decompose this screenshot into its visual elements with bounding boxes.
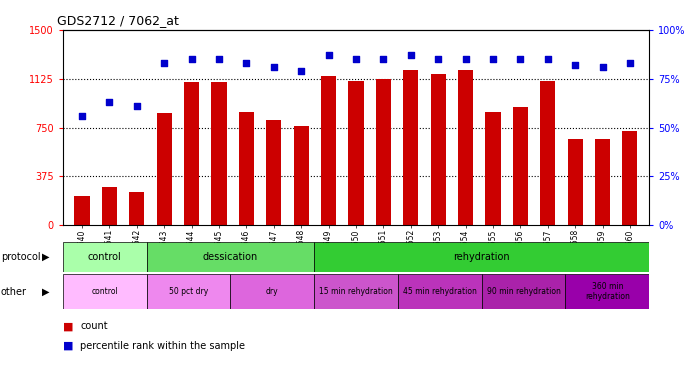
Point [406,53,417,58]
Point [76,113,87,119]
Text: other: other [1,286,27,297]
Bar [266,120,281,225]
Text: percentile rank within the sample: percentile rank within the sample [80,341,245,351]
Text: 15 min rehydration: 15 min rehydration [319,287,393,296]
Point [597,64,608,70]
Point [487,56,498,62]
Text: dessication: dessication [202,252,258,262]
Text: count: count [80,321,108,331]
Bar [129,192,144,225]
Text: dry: dry [266,287,279,296]
Bar [513,107,528,225]
Point [295,68,306,74]
Bar [565,274,649,309]
Point [378,56,389,62]
Bar [230,274,314,309]
Point [104,99,115,105]
Text: ■: ■ [63,321,73,331]
Bar [431,74,446,225]
Text: 90 min rehydration: 90 min rehydration [487,287,560,296]
Bar [63,274,147,309]
Text: control: control [88,252,121,262]
Point [214,56,225,62]
Bar [458,70,473,225]
Bar [147,242,314,272]
Bar [294,126,309,225]
Point [625,60,636,66]
Bar [567,138,583,225]
Text: ■: ■ [63,341,73,351]
Bar [147,274,230,309]
Bar [595,138,610,225]
Bar [156,113,172,225]
Point [158,60,170,66]
Bar [540,81,556,225]
Point [131,103,142,109]
Point [241,60,252,66]
Bar [623,131,637,225]
Text: control: control [91,287,118,296]
Point [186,56,197,62]
Text: 50 pct dry: 50 pct dry [169,287,208,296]
Bar [398,274,482,309]
Bar [376,80,391,225]
Text: 360 min
rehydration: 360 min rehydration [585,282,630,301]
Point [323,53,334,58]
Bar [75,196,89,225]
Bar [63,242,147,272]
Bar [321,75,336,225]
Point [433,56,444,62]
Bar [314,274,398,309]
Text: rehydration: rehydration [453,252,510,262]
Text: GDS2712 / 7062_at: GDS2712 / 7062_at [57,15,179,27]
Bar [184,82,199,225]
Point [460,56,471,62]
Point [542,56,554,62]
Bar [348,81,364,225]
Bar [314,242,649,272]
Bar [211,82,227,225]
Point [515,56,526,62]
Text: 45 min rehydration: 45 min rehydration [403,287,477,296]
Bar [482,274,565,309]
Bar [485,112,500,225]
Point [350,56,362,62]
Bar [239,112,254,225]
Text: ▶: ▶ [42,286,50,297]
Text: ▶: ▶ [42,252,50,262]
Bar [403,70,418,225]
Point [268,64,279,70]
Text: protocol: protocol [1,252,40,262]
Bar [102,187,117,225]
Point [570,62,581,68]
